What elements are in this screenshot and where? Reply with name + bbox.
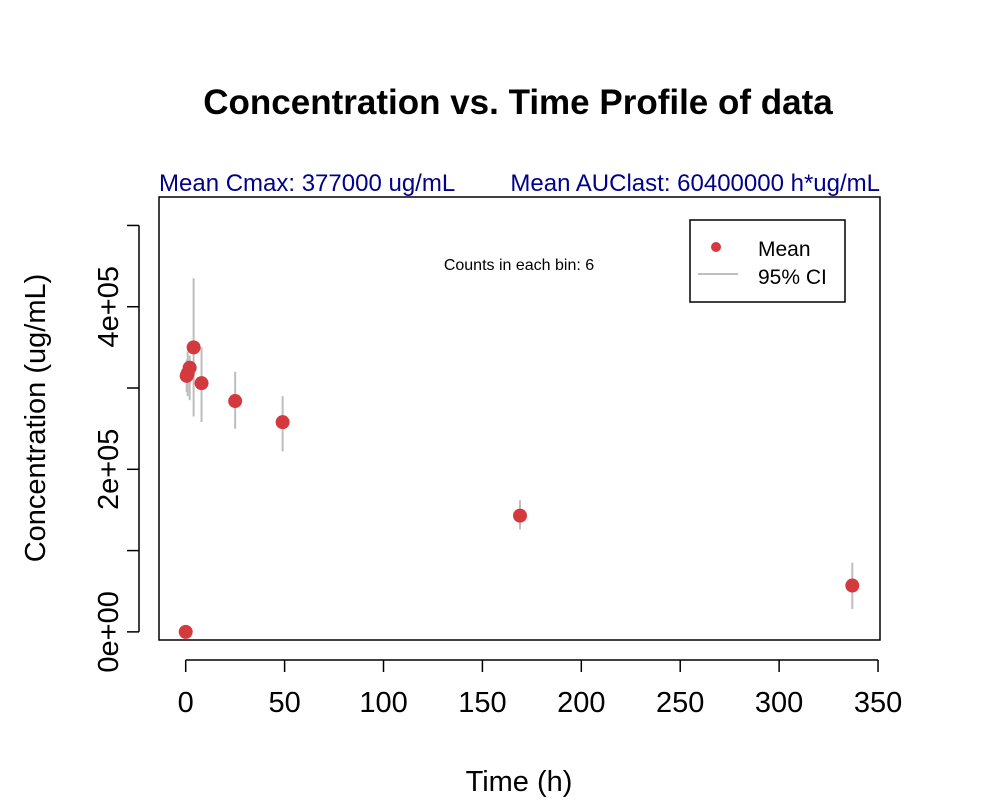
chart-title: Concentration vs. Time Profile of data xyxy=(203,83,833,122)
y-tick-label: 4e+05 xyxy=(93,266,125,347)
x-tick-label: 250 xyxy=(656,687,704,719)
legend-mean-marker xyxy=(711,242,721,252)
series-layer xyxy=(178,278,860,639)
plot-area xyxy=(158,196,881,641)
x-tick-label: 150 xyxy=(458,687,506,719)
legend-box xyxy=(689,219,846,303)
bin-count-annotation: Counts in each bin: 6 xyxy=(444,257,594,274)
legend: Mean 95% CI xyxy=(689,219,846,303)
data-point xyxy=(228,394,243,409)
data-point xyxy=(845,578,860,593)
x-tick-label: 50 xyxy=(268,687,300,719)
y-axis: 0e+00 2e+05 4e+05 xyxy=(93,224,140,673)
x-axis-label: Time (h) xyxy=(466,766,573,798)
data-point xyxy=(178,624,193,639)
x-tick-label: 350 xyxy=(854,687,902,719)
data-point xyxy=(186,340,201,355)
subtitle-cmax: Mean Cmax: 377000 ug/mL xyxy=(159,170,455,197)
y-tick-label: 0e+00 xyxy=(93,591,125,672)
data-point xyxy=(194,376,209,391)
x-tick-label: 0 xyxy=(178,687,194,719)
y-axis-label: Concentration (ug/mL) xyxy=(20,274,52,563)
x-axis: 0 50 100 150 200 250 300 350 xyxy=(178,659,902,719)
x-tick-label: 300 xyxy=(755,687,803,719)
legend-mean-label: Mean xyxy=(758,238,811,261)
data-point xyxy=(182,360,197,375)
data-point xyxy=(512,508,527,523)
x-tick-label: 100 xyxy=(359,687,407,719)
subtitle-auclast: Mean AUClast: 60400000 h*ug/mL xyxy=(510,170,880,197)
y-tick-label: 2e+05 xyxy=(93,429,125,510)
data-point xyxy=(275,415,290,430)
legend-ci-label: 95% CI xyxy=(758,266,827,289)
x-tick-label: 200 xyxy=(557,687,605,719)
